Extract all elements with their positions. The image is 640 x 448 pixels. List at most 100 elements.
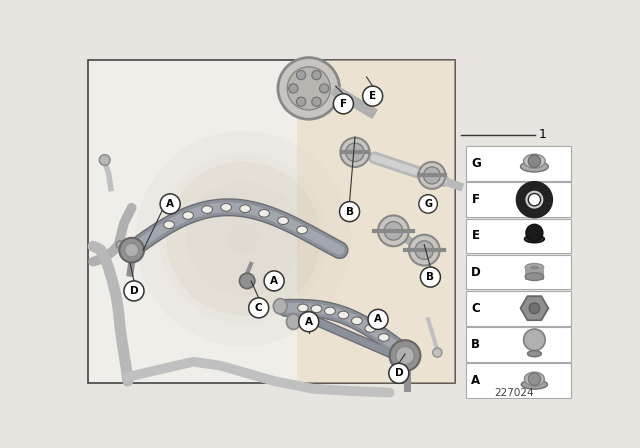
Ellipse shape — [338, 311, 349, 319]
Text: D: D — [394, 368, 403, 378]
Ellipse shape — [378, 334, 389, 341]
Ellipse shape — [340, 138, 369, 167]
Ellipse shape — [415, 241, 433, 259]
Bar — [463, 54, 575, 399]
Circle shape — [389, 363, 409, 383]
Ellipse shape — [298, 304, 308, 312]
Text: B: B — [471, 338, 481, 351]
Bar — [525, 267, 543, 280]
Circle shape — [99, 155, 110, 165]
Text: D: D — [471, 266, 481, 279]
Circle shape — [159, 154, 328, 323]
Ellipse shape — [419, 162, 445, 189]
Circle shape — [420, 267, 440, 287]
Polygon shape — [502, 420, 526, 427]
Bar — [88, 60, 455, 383]
Text: F: F — [472, 193, 480, 206]
Polygon shape — [297, 60, 455, 383]
Circle shape — [312, 70, 321, 80]
Text: A: A — [305, 317, 313, 327]
Circle shape — [396, 346, 414, 365]
Circle shape — [333, 94, 353, 114]
Text: B: B — [426, 272, 435, 282]
Text: A: A — [166, 199, 174, 209]
Ellipse shape — [525, 273, 543, 280]
Circle shape — [278, 58, 340, 119]
Bar — [466, 146, 572, 181]
Text: 227024: 227024 — [495, 388, 534, 397]
Circle shape — [186, 181, 301, 296]
Circle shape — [319, 84, 329, 93]
Bar — [531, 340, 538, 353]
Text: G: G — [424, 199, 432, 209]
Ellipse shape — [378, 215, 409, 246]
Ellipse shape — [324, 307, 335, 315]
Polygon shape — [520, 296, 548, 320]
Circle shape — [125, 243, 139, 257]
Circle shape — [528, 373, 541, 385]
Ellipse shape — [409, 235, 440, 266]
Ellipse shape — [182, 211, 193, 220]
Circle shape — [160, 194, 180, 214]
Bar — [466, 363, 572, 398]
Ellipse shape — [164, 221, 175, 228]
Circle shape — [228, 223, 259, 254]
Ellipse shape — [273, 299, 287, 314]
Text: E: E — [369, 91, 376, 101]
Circle shape — [116, 241, 124, 249]
Ellipse shape — [240, 205, 250, 212]
Ellipse shape — [221, 203, 232, 211]
Circle shape — [528, 155, 541, 168]
Ellipse shape — [424, 167, 440, 184]
Text: D: D — [130, 286, 138, 296]
Text: A: A — [471, 374, 481, 387]
Ellipse shape — [522, 380, 547, 389]
Circle shape — [433, 348, 442, 357]
Circle shape — [520, 186, 548, 214]
Wedge shape — [166, 238, 243, 315]
Bar — [466, 182, 572, 217]
Circle shape — [340, 202, 360, 222]
Circle shape — [287, 67, 330, 110]
Ellipse shape — [346, 143, 364, 162]
Ellipse shape — [259, 210, 269, 217]
Circle shape — [363, 86, 383, 106]
Text: 1: 1 — [539, 128, 547, 141]
Ellipse shape — [526, 224, 543, 241]
Ellipse shape — [520, 161, 548, 172]
Text: B: B — [346, 207, 353, 217]
Ellipse shape — [524, 372, 545, 386]
Ellipse shape — [530, 266, 539, 269]
Ellipse shape — [384, 222, 403, 240]
Circle shape — [529, 303, 540, 314]
Text: A: A — [270, 276, 278, 286]
Ellipse shape — [297, 226, 307, 234]
Ellipse shape — [527, 351, 541, 357]
Polygon shape — [502, 406, 536, 427]
Text: G: G — [471, 157, 481, 170]
Circle shape — [296, 70, 306, 80]
Circle shape — [119, 238, 144, 263]
Circle shape — [136, 131, 351, 346]
Text: A: A — [374, 314, 382, 324]
Wedge shape — [166, 162, 243, 238]
Circle shape — [368, 310, 388, 329]
Text: E: E — [472, 229, 480, 242]
Ellipse shape — [351, 317, 362, 325]
Bar — [466, 255, 572, 289]
Circle shape — [296, 97, 306, 106]
Ellipse shape — [525, 263, 543, 271]
Circle shape — [249, 298, 269, 318]
Circle shape — [239, 273, 255, 289]
Circle shape — [312, 97, 321, 106]
Ellipse shape — [278, 217, 289, 224]
Ellipse shape — [202, 206, 212, 213]
Bar — [466, 327, 572, 362]
Circle shape — [264, 271, 284, 291]
Bar — [466, 219, 572, 253]
Text: C: C — [255, 303, 262, 313]
Ellipse shape — [365, 325, 376, 332]
Circle shape — [528, 194, 541, 206]
Ellipse shape — [287, 314, 300, 329]
Circle shape — [390, 340, 420, 371]
